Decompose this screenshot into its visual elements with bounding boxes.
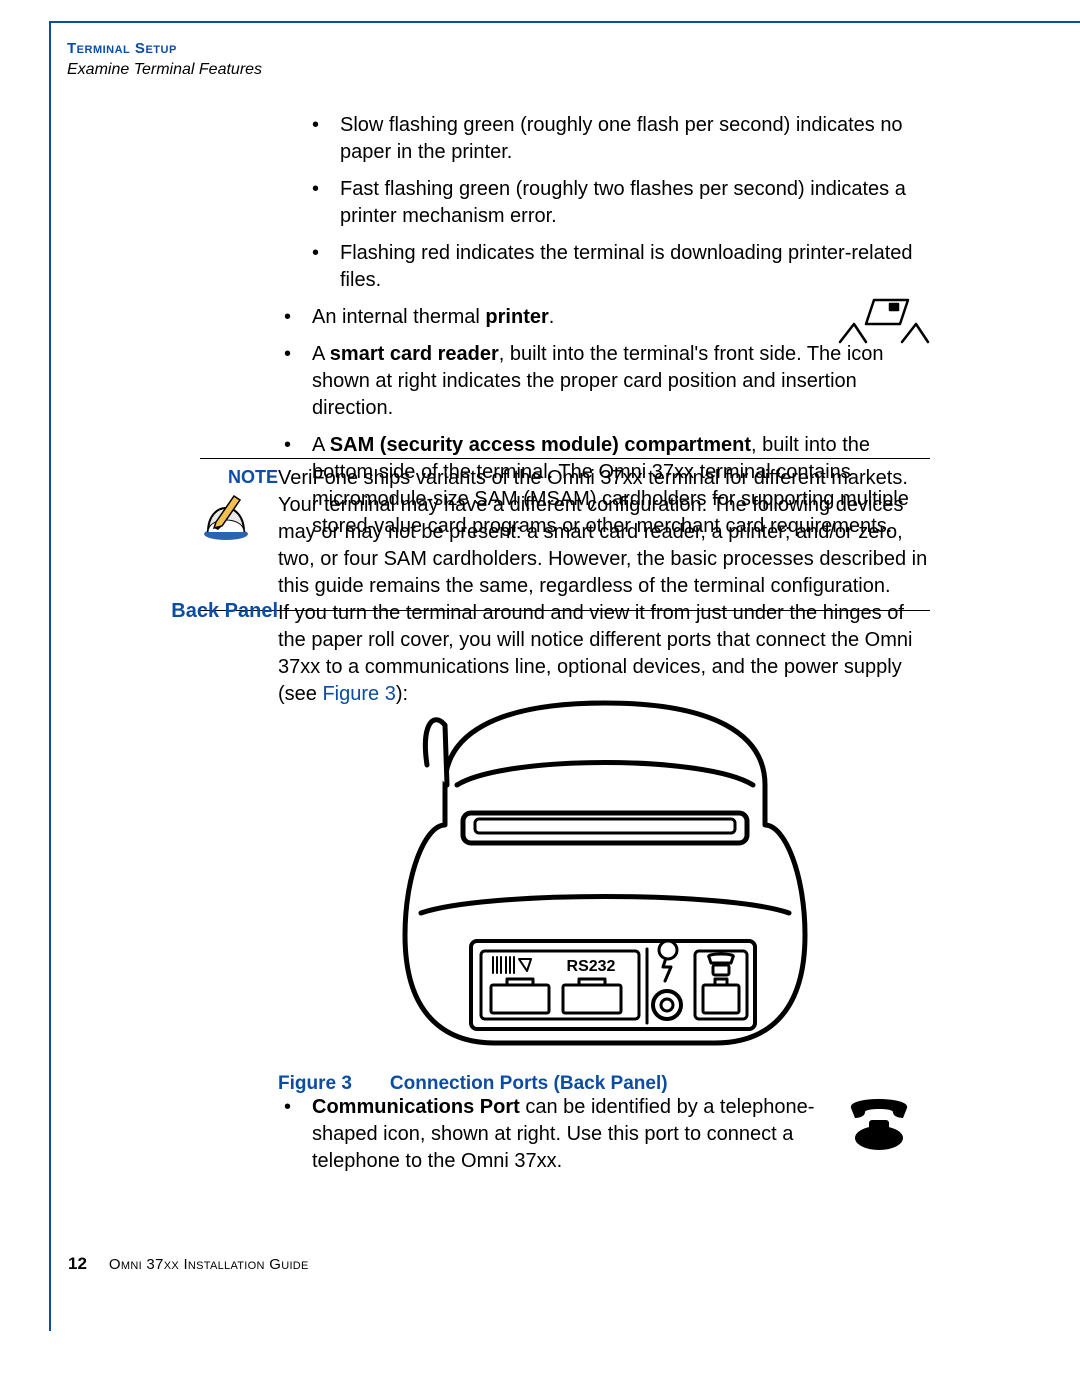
bullet-icon: • xyxy=(306,240,340,294)
bullet-text: Fast flashing green (roughly two flashes… xyxy=(340,176,932,230)
bullet-text: Communications Port can be identified by… xyxy=(312,1094,848,1175)
section-row: Back Panel If you turn the terminal arou… xyxy=(152,600,932,708)
note-label-text: NOTE xyxy=(228,467,278,487)
section-label: Back Panel xyxy=(152,600,278,708)
page-header: Terminal Setup Examine Terminal Features xyxy=(67,40,262,79)
bullet-icon: • xyxy=(278,304,312,331)
terminal-back-panel-icon: RS232 xyxy=(385,695,825,1055)
smart-card-icon xyxy=(836,296,932,353)
rule-top xyxy=(49,21,1080,33)
text: . xyxy=(549,306,555,328)
page-number: 12 xyxy=(68,1254,87,1273)
figure-caption: Figure 3 Connection Ports (Back Panel) xyxy=(278,1073,932,1095)
pencil-note-icon xyxy=(200,486,252,549)
page-footer: 12 Omni 37xx Installation Guide xyxy=(68,1254,309,1274)
figure-number: Figure 3 xyxy=(278,1073,352,1094)
section-text: If you turn the terminal around and view… xyxy=(278,600,932,708)
text: A xyxy=(312,434,330,456)
rule-left xyxy=(49,21,51,1331)
bullet-icon: • xyxy=(278,341,312,422)
header-chapter: Terminal Setup xyxy=(67,40,262,57)
text: An internal thermal xyxy=(312,306,485,328)
note-label: NOTE xyxy=(200,465,278,600)
note-text: VeriFone ships variants of the Omni 37xx… xyxy=(278,465,930,600)
figure-3: RS232 Figure 3Co xyxy=(278,695,932,1095)
text-bold: Communications Port xyxy=(312,1096,520,1118)
bullet-text: A smart card reader, built into the term… xyxy=(312,341,932,422)
bullet-icon: • xyxy=(306,176,340,230)
rs232-label: RS232 xyxy=(567,958,616,975)
bullet-icon: • xyxy=(278,1094,312,1175)
telephone-icon xyxy=(845,1094,913,1157)
bullet-text: Slow flashing green (roughly one flash p… xyxy=(340,112,932,166)
bullet-text: Flashing red indicates the terminal is d… xyxy=(340,240,932,294)
list-item: • An internal thermal printer. xyxy=(278,304,932,331)
figure-title: Connection Ports (Back Panel) xyxy=(390,1073,668,1094)
comm-port-bullet: • Communications Port can be identified … xyxy=(278,1094,932,1185)
list-item: • Flashing red indicates the terminal is… xyxy=(306,240,932,294)
bullet-icon: • xyxy=(306,112,340,166)
page: Terminal Setup Examine Terminal Features… xyxy=(0,0,1080,1397)
list-item: • Slow flashing green (roughly one flash… xyxy=(306,112,932,166)
text: A xyxy=(312,343,330,365)
list-item: • Communications Port can be identified … xyxy=(278,1094,932,1175)
text-bold: smart card reader xyxy=(330,343,499,365)
text-bold: printer xyxy=(485,306,548,328)
note-block: NOTE VeriFone ships variants of the Omni… xyxy=(200,458,930,611)
note-row: NOTE VeriFone ships variants of the Omni… xyxy=(200,459,930,610)
back-panel-section: Back Panel If you turn the terminal arou… xyxy=(152,600,932,708)
list-item: • A smart card reader, built into the te… xyxy=(278,341,932,422)
sub-bullet-list: • Slow flashing green (roughly one flash… xyxy=(278,112,932,294)
text-bold: SAM (security access module) compartment xyxy=(330,434,751,456)
header-section: Examine Terminal Features xyxy=(67,61,262,79)
footer-text: Omni 37xx Installation Guide xyxy=(109,1256,309,1273)
list-item: • Fast flashing green (roughly two flash… xyxy=(306,176,932,230)
